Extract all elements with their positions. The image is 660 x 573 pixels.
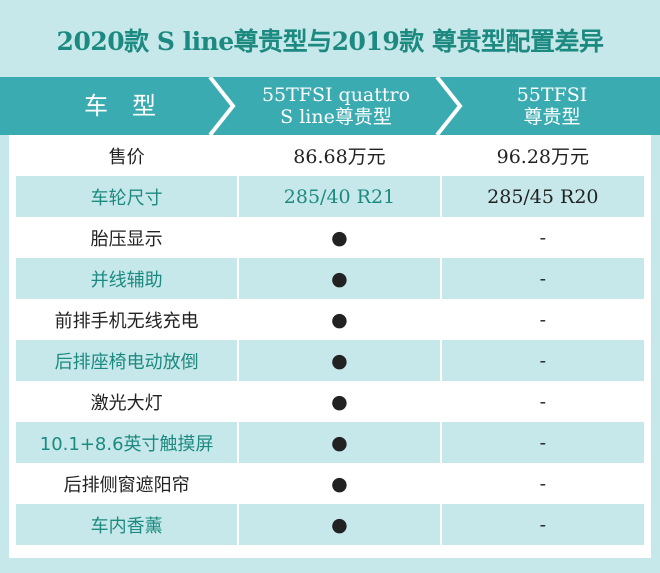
table-row: 激光大灯 ● -	[16, 381, 644, 422]
chevron-dividers	[208, 77, 463, 135]
model-b-value: -	[439, 258, 644, 299]
model-a-value: 285/40 R21	[237, 176, 439, 217]
chevron-icon	[435, 77, 463, 135]
table-row: 胎压显示 ● -	[16, 217, 644, 258]
feature-name: 激光大灯	[90, 392, 163, 414]
model-a-value: ●	[237, 422, 439, 463]
feature-name: 胎压显示	[90, 228, 163, 250]
feature-name: 并线辅助	[90, 269, 163, 291]
model-a-value: ●	[331, 226, 348, 249]
model-a-value: ●	[237, 258, 439, 299]
feature-name: 车内香薰	[90, 515, 163, 537]
model-a-value: 86.68万元	[293, 146, 386, 168]
model-a-value: ●	[331, 390, 348, 413]
model-b-value: 96.28万元	[496, 146, 590, 168]
model-b-value: -	[539, 226, 547, 249]
model-a-value: ●	[331, 472, 348, 495]
table-body: 售价 86.68万元 96.28万元 车轮尺寸 285/40 R21 285/45…	[9, 135, 651, 558]
model-a-value: ●	[331, 308, 348, 331]
header-model-label: 车 型	[84, 92, 156, 120]
model-b-value: -	[539, 308, 547, 331]
table-row: 车内香薰 ● -	[16, 504, 644, 545]
header-model-b-line2: 尊贵型	[523, 106, 581, 128]
table-row: 10.1+8.6英寸触摸屏 ● -	[16, 422, 644, 463]
model-a-value: ●	[237, 340, 439, 381]
feature-name: 后排座椅电动放倒	[54, 351, 199, 373]
table-row: 后排侧窗遮阳帘 ● -	[16, 463, 644, 504]
feature-name: 前排手机无线充电	[54, 310, 199, 332]
feature-name: 10.1+8.6英寸触摸屏	[39, 433, 214, 455]
table-row: 售价 86.68万元 96.28万元	[16, 135, 644, 176]
feature-name: 售价	[108, 146, 145, 168]
header-model-a: 55TFSI quattro S line尊贵型	[236, 77, 436, 135]
header-model-b-line1: 55TFSI	[516, 84, 588, 106]
model-a-value: ●	[237, 504, 439, 545]
model-b-value: -	[439, 422, 644, 463]
model-b-value: -	[539, 472, 547, 495]
chevron-icon	[208, 77, 236, 135]
table-row: 车轮尺寸 285/40 R21 285/45 R20	[16, 176, 644, 217]
model-b-value: -	[439, 504, 644, 545]
model-b-value: -	[539, 390, 547, 413]
page-title: 2020款 S line尊贵型与2019款 尊贵型配置差异	[56, 27, 604, 56]
table-row: 后排座椅电动放倒 ● -	[16, 340, 644, 381]
header-model-a-line1: 55TFSI quattro	[261, 84, 411, 106]
header-model-a-line2: S line尊贵型	[280, 106, 392, 128]
header-model-b: 55TFSI 尊贵型	[462, 77, 642, 135]
table-row: 前排手机无线充电 ● -	[16, 299, 644, 340]
feature-name: 车轮尺寸	[90, 187, 163, 209]
table-header: 车 型 55TFSI quattro S line尊贵型 55TFSI 尊贵型	[0, 77, 660, 135]
table-row: 并线辅助 ● -	[16, 258, 644, 299]
model-b-value: 285/45 R20	[439, 176, 644, 217]
feature-name: 后排侧窗遮阳帘	[63, 474, 190, 496]
model-b-value: -	[439, 340, 644, 381]
